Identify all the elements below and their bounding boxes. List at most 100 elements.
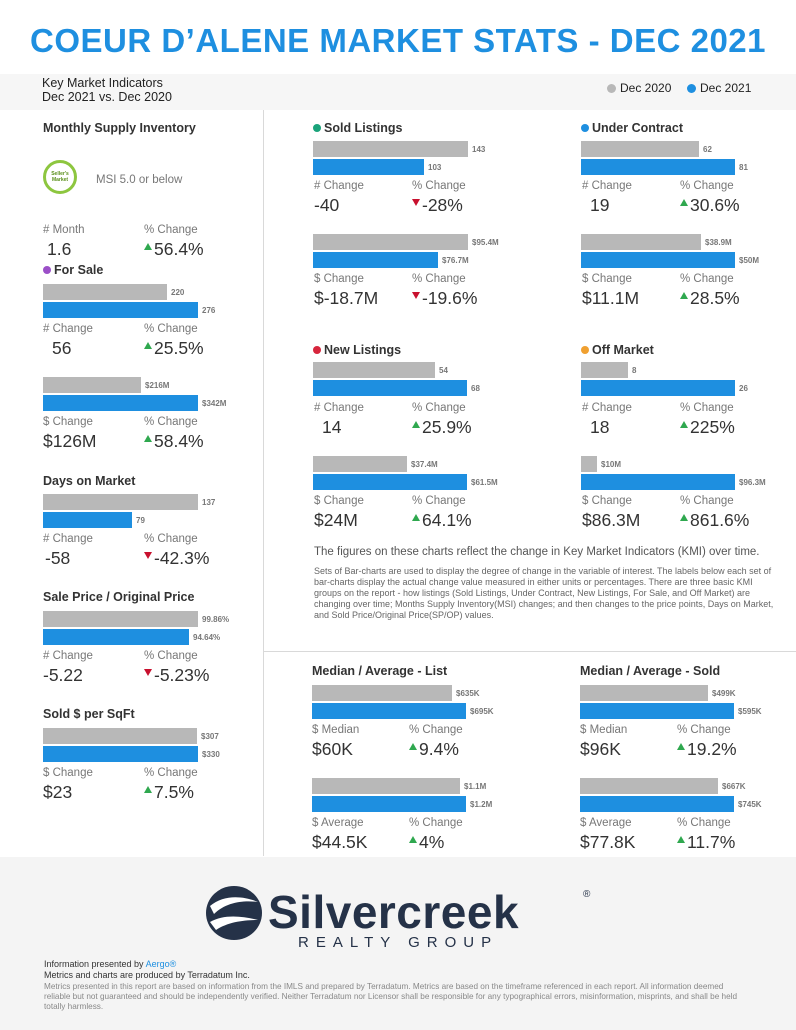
spop-value-2021: 94.64% xyxy=(193,633,221,642)
up-arrow-icon xyxy=(409,743,417,750)
under-value-dollar-pct-text: 28.5% xyxy=(690,288,740,308)
produced-by: Metrics and charts are produced by Terra… xyxy=(44,970,250,980)
sold-dollar-2021: $76.7M xyxy=(442,256,469,265)
sqft-bar-2021 xyxy=(43,746,198,762)
footer xyxy=(0,857,796,1030)
new-dollar-bar-2021 xyxy=(313,474,467,490)
dom-value-2020: 137 xyxy=(202,498,216,507)
kmi-line-2: Dec 2021 vs. Dec 2020 xyxy=(42,90,172,104)
dom-bar-2021 xyxy=(43,512,132,528)
list-value-median-pct-text: 9.4% xyxy=(419,739,459,759)
page-title: COEUR D’ALENE MARKET STATS - DEC 2021 xyxy=(29,22,767,59)
spop-title: Sale Price / Original Price xyxy=(43,590,195,604)
new-label-dollar-pct: % Change xyxy=(412,495,466,507)
legend-label-2021: Dec 2021 xyxy=(700,81,752,95)
brand-name: Silvercreek xyxy=(268,886,520,938)
list-value-median: $60K xyxy=(312,739,353,759)
up-arrow-icon xyxy=(412,421,420,428)
msi-value-month: 1.6 xyxy=(47,239,72,259)
sold-label-median: $ Median xyxy=(580,724,628,736)
under-count-2020: 62 xyxy=(703,145,712,154)
up-arrow-icon xyxy=(144,342,152,349)
for-sale-value-pct-text: 25.5% xyxy=(154,338,204,358)
sold-value-pct: -28% xyxy=(412,195,463,216)
off-label-count: # Change xyxy=(582,402,632,414)
list-label-average: $ Average xyxy=(312,817,364,829)
sqft-bar-2020 xyxy=(43,728,197,744)
off-dot-icon xyxy=(581,346,589,354)
sold-median-2021: $595K xyxy=(738,707,762,716)
presented-prefix: Information presented by xyxy=(44,959,146,969)
new-value-dollar-pct-text: 64.1% xyxy=(422,510,472,530)
sold-label-dollar: $ Change xyxy=(314,273,364,285)
off-value-dollar-pct-text: 861.6% xyxy=(690,510,750,530)
down-arrow-icon xyxy=(412,292,420,299)
sqft-title: Sold $ per SqFt xyxy=(43,707,135,721)
for-sale-value-dollar-pct-text: 58.4% xyxy=(154,431,204,451)
sold-label-dollar-pct: % Change xyxy=(412,273,466,285)
list-label-average-pct: % Change xyxy=(409,817,463,829)
off-dollar-bar-2020 xyxy=(581,456,597,472)
new-value-dollar: $24M xyxy=(314,510,358,530)
legend-dec-2020: Dec 2020 xyxy=(607,81,671,95)
for-sale-title-text: For Sale xyxy=(54,263,104,277)
under-dollar-bar-2020 xyxy=(581,234,701,250)
list-value-average: $44.5K xyxy=(312,832,368,852)
off-title: Off Market xyxy=(581,343,654,357)
sold-dollar-bar-2020 xyxy=(313,234,468,250)
under-value-dollar: $11.1M xyxy=(582,288,640,308)
sold-count-2021: 103 xyxy=(428,163,442,172)
under-dollar-2021: $50M xyxy=(739,256,760,265)
up-arrow-icon xyxy=(680,514,688,521)
sold-value-dollar-pct-text: -19.6% xyxy=(422,288,478,308)
for-sale-dollar-2020: $216M xyxy=(145,381,170,390)
new-title-text: New Listings xyxy=(324,343,402,357)
sold-median-2020: $499K xyxy=(712,689,736,698)
new-dollar-2020: $37.4M xyxy=(411,460,438,469)
sold-dollar-bar-2021 xyxy=(313,252,438,268)
spop-label-count: # Change xyxy=(43,650,93,662)
new-bar-2020 xyxy=(313,362,435,378)
list-label-median-pct: % Change xyxy=(409,724,463,736)
presented-by: Information presented by Aergo® xyxy=(44,959,176,969)
under-title-text: Under Contract xyxy=(592,121,683,135)
under-title: Under Contract xyxy=(581,121,683,135)
new-count-2020: 54 xyxy=(439,366,448,375)
sqft-value-change: $23 xyxy=(43,782,73,802)
sold-average-bar-2020 xyxy=(580,778,718,794)
sold-value-median: $96K xyxy=(580,739,621,759)
off-label-pct: % Change xyxy=(680,402,734,414)
new-value-pct: 25.9% xyxy=(412,417,472,438)
list-average-bar-2021 xyxy=(312,796,466,812)
off-dollar-bar-2021 xyxy=(581,474,735,490)
under-label-dollar-pct: % Change xyxy=(680,273,734,285)
sold-label-pct: % Change xyxy=(412,180,466,192)
new-bar-2021 xyxy=(313,380,467,396)
under-label-dollar: $ Change xyxy=(582,273,632,285)
dom-value-pct-text: -42.3% xyxy=(154,548,210,568)
sold-value-average: $77.8K xyxy=(580,832,636,852)
new-value-pct-text: 25.9% xyxy=(422,417,472,437)
new-count-2021: 68 xyxy=(471,384,480,393)
off-count-2020: 8 xyxy=(632,366,637,375)
under-dot-icon xyxy=(581,124,589,132)
list-value-median-pct: 9.4% xyxy=(409,739,459,760)
sold-value-average-pct-text: 11.7% xyxy=(687,832,736,852)
up-arrow-icon xyxy=(680,199,688,206)
down-arrow-icon xyxy=(144,669,152,676)
up-arrow-icon xyxy=(680,421,688,428)
for-sale-dot-icon xyxy=(43,266,51,274)
description-heading: The figures on these charts reflect the … xyxy=(314,546,760,558)
list-average-2020: $1.1M xyxy=(464,782,487,791)
sold-value-count: -40 xyxy=(314,195,340,215)
up-arrow-icon xyxy=(677,743,685,750)
spop-value-pct: -5.23% xyxy=(144,665,209,686)
aergo-link[interactable]: Aergo® xyxy=(145,959,177,969)
sold-value-pct-text: -28% xyxy=(422,195,463,215)
list-median-bar-2021 xyxy=(312,703,466,719)
up-arrow-icon xyxy=(412,514,420,521)
dom-label-count: # Change xyxy=(43,533,93,545)
list-average-2021: $1.2M xyxy=(470,800,493,809)
under-bar-2021 xyxy=(581,159,735,175)
dom-bar-2020 xyxy=(43,494,198,510)
